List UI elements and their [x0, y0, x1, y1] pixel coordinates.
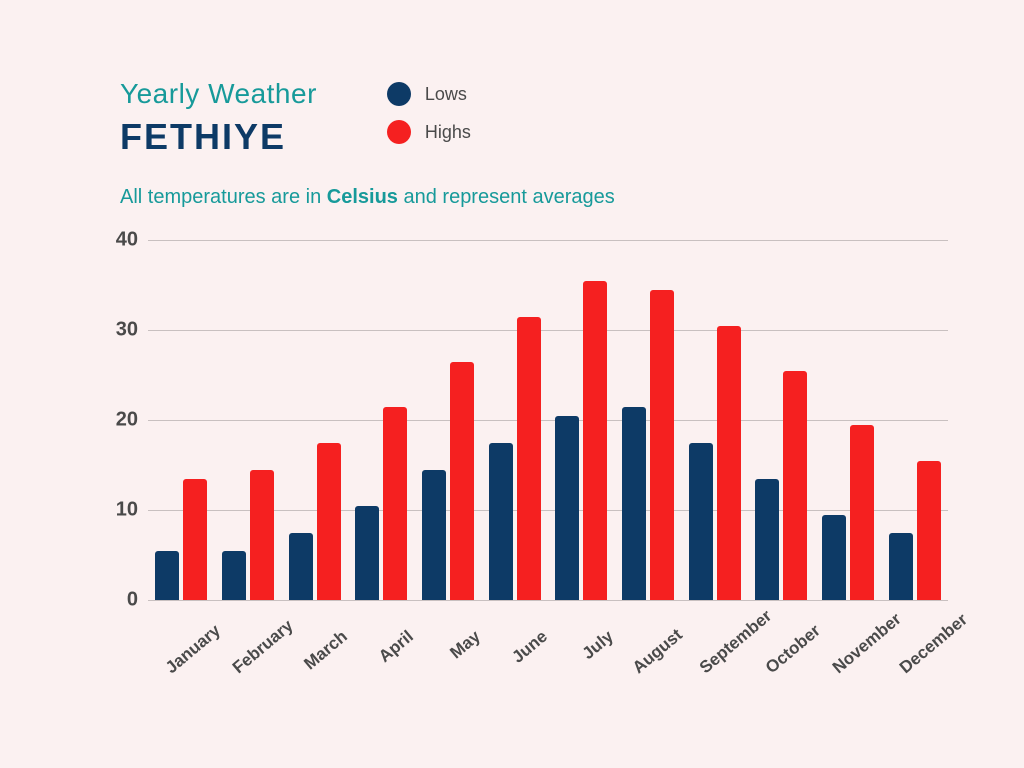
legend-item-lows: Lows [387, 82, 471, 106]
bar-group [420, 362, 476, 601]
bar [583, 281, 607, 601]
legend-item-highs: Highs [387, 120, 471, 144]
chart-canvas: Yearly Weather FETHIYE Lows Highs All te… [0, 0, 1024, 768]
bar [517, 317, 541, 601]
legend-label-lows: Lows [425, 84, 467, 105]
x-tick-label: December [895, 627, 951, 678]
y-tick-label: 40 [90, 229, 138, 252]
bar [222, 551, 246, 601]
x-tick-label: June [495, 627, 551, 678]
legend-swatch-highs [387, 120, 411, 144]
legend-swatch-lows [387, 82, 411, 106]
bar-group [153, 479, 209, 601]
bar [450, 362, 474, 601]
bar [183, 479, 207, 601]
note-bold: Celsius [327, 186, 398, 208]
bar [422, 470, 446, 601]
bar-group [353, 407, 409, 601]
note-prefix: All temperatures are in [120, 186, 327, 208]
bar [689, 443, 713, 601]
bar [250, 470, 274, 601]
bar [717, 326, 741, 601]
bar-group [887, 461, 943, 601]
chart-legend: Lows Highs [387, 82, 471, 144]
x-tick-label: August [629, 627, 685, 678]
chart-location: FETHIYE [120, 116, 317, 158]
gridline [148, 600, 948, 601]
bar [783, 371, 807, 601]
bar [155, 551, 179, 601]
x-tick-label: July [562, 627, 618, 678]
x-tick-label: November [829, 627, 885, 678]
chart-note: All temperatures are in Celsius and repr… [120, 186, 944, 209]
x-tick-label: March [295, 627, 351, 678]
x-tick-label: February [229, 627, 285, 678]
bar [889, 533, 913, 601]
bar-group [287, 443, 343, 601]
bar [622, 407, 646, 601]
y-tick-label: 0 [90, 589, 138, 612]
x-tick-label: January [162, 627, 218, 678]
title-row: Yearly Weather FETHIYE Lows Highs [120, 78, 944, 158]
bar-group [553, 281, 609, 601]
bar [383, 407, 407, 601]
bar [555, 416, 579, 601]
bar [917, 461, 941, 601]
bar-group [220, 470, 276, 601]
chart-subtitle: Yearly Weather [120, 78, 317, 110]
x-tick-label: October [762, 627, 818, 678]
bar-group [753, 371, 809, 601]
bar-group [487, 317, 543, 601]
bar [850, 425, 874, 601]
bar [489, 443, 513, 601]
bar [355, 506, 379, 601]
bar [822, 515, 846, 601]
bar [650, 290, 674, 601]
chart-header: Yearly Weather FETHIYE Lows Highs All te… [120, 78, 944, 209]
bar [755, 479, 779, 601]
bar-group [820, 425, 876, 601]
x-axis-labels: JanuaryFebruaryMarchAprilMayJuneJulyAugu… [148, 610, 948, 630]
bar-group [620, 290, 676, 601]
y-tick-label: 20 [90, 409, 138, 432]
bar [289, 533, 313, 601]
y-tick-label: 10 [90, 499, 138, 522]
y-tick-label: 30 [90, 319, 138, 342]
chart-area: 010203040 JanuaryFebruaryMarchAprilMayJu… [90, 240, 960, 720]
bar-group [687, 326, 743, 601]
bar-groups [148, 240, 948, 600]
x-tick-label: April [362, 627, 418, 678]
x-tick-label: May [429, 627, 485, 678]
x-tick-label: September [695, 627, 751, 678]
legend-label-highs: Highs [425, 122, 471, 143]
title-block: Yearly Weather FETHIYE [120, 78, 317, 158]
bar [317, 443, 341, 601]
note-suffix: and represent averages [398, 186, 615, 208]
